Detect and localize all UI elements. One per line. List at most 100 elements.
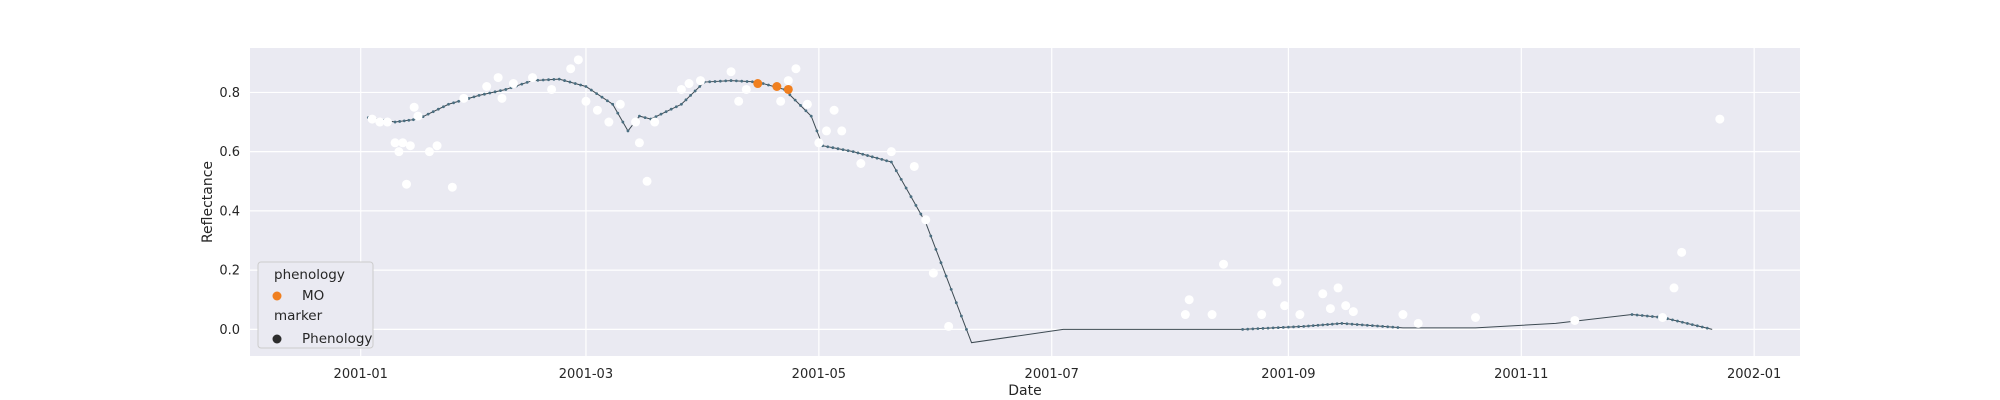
smoothed-point (1256, 327, 1260, 331)
smoothed-point (799, 104, 802, 107)
legend-label-phenology: Phenology (302, 331, 372, 347)
smoothed-point (880, 158, 884, 161)
smoothed-point (698, 85, 702, 88)
observation-point (909, 161, 919, 171)
smoothed-point (904, 186, 908, 190)
legend-marker-mo (272, 291, 282, 301)
legend-label-mo: MO (302, 288, 324, 304)
observation-point (1295, 310, 1305, 320)
smoothed-point (846, 149, 850, 153)
smoothed-point (1690, 323, 1694, 327)
smoothed-point (457, 99, 461, 103)
observation-point (581, 96, 591, 106)
smoothed-point (841, 148, 845, 152)
smoothed-point (520, 82, 524, 86)
grid (250, 48, 1800, 356)
smoothed-point (1705, 326, 1709, 330)
observation-point (573, 55, 583, 65)
smoothed-point (767, 83, 770, 87)
smoothed-point (447, 102, 450, 106)
observation-point (1257, 310, 1267, 320)
smoothed-point (436, 107, 440, 111)
smoothed-point (536, 78, 540, 82)
y-tick-label: 0.6 (219, 145, 240, 160)
observation-point (676, 84, 686, 94)
x-tick-label: 2001-09 (1261, 367, 1315, 382)
observation-point (642, 176, 652, 186)
observation-point (684, 79, 694, 89)
smoothed-point (724, 79, 728, 83)
observation-point (802, 99, 812, 109)
smoothed-point (1645, 314, 1649, 318)
x-tick-label: 2002-01 (1727, 367, 1781, 382)
legend-marker-phenology (272, 334, 282, 344)
smoothed-point (1676, 319, 1679, 323)
x-tick-labels: 2001-01 2001-03 2001-05 2001-07 2001-09 2001-… (334, 367, 1782, 382)
observation-point (432, 141, 442, 151)
observation-point (783, 76, 793, 86)
observation-point (390, 138, 400, 148)
smoothed-point (870, 155, 874, 159)
smoothed-point (693, 89, 697, 93)
smoothed-point (875, 156, 879, 160)
smoothed-point (894, 169, 898, 173)
smoothed-point (1335, 322, 1339, 326)
smoothed-point (1287, 325, 1290, 329)
smoothed-point (1650, 315, 1654, 318)
observation-point (547, 84, 557, 94)
observation-point (1207, 310, 1217, 320)
legend: phenology MO marker Phenology (257, 261, 374, 349)
smoothed-point (729, 79, 733, 82)
x-tick-label: 2001-05 (792, 367, 846, 382)
observation-point (528, 73, 538, 83)
smoothed-point (861, 152, 865, 156)
observation-point (615, 99, 625, 109)
smoothed-point (740, 79, 744, 83)
smoothed-point (398, 120, 402, 123)
observation-point (726, 67, 736, 77)
observation-point (367, 114, 377, 124)
smoothed-point (669, 107, 673, 111)
smoothed-point (959, 314, 963, 318)
smoothed-point (1630, 313, 1634, 316)
smoothed-point (944, 274, 948, 278)
smoothed-point (866, 154, 869, 157)
smoothed-point (914, 203, 918, 207)
smoothed-point (1365, 323, 1369, 327)
smoothed-point (568, 80, 572, 84)
smoothed-point (1316, 323, 1320, 327)
observation-point (409, 102, 419, 112)
observation-point (1318, 289, 1328, 299)
observation-point (497, 93, 507, 103)
observation-point (837, 126, 847, 136)
observation-point (508, 79, 518, 89)
smoothed-point (1671, 318, 1674, 322)
observation-point (592, 105, 602, 115)
y-axis-label: Reflectance (200, 161, 216, 243)
smoothed-point (584, 85, 588, 88)
observation-point (1184, 295, 1194, 305)
smoothed-point (488, 91, 492, 95)
observation-point (856, 159, 866, 168)
smoothed-point (407, 118, 411, 122)
observation-point (776, 96, 786, 106)
observation-point (1325, 304, 1335, 314)
observation-point (1669, 283, 1679, 293)
observation-point (634, 138, 644, 148)
smoothed-point (1391, 325, 1395, 329)
smoothed-point (718, 79, 722, 83)
smoothed-point (1261, 326, 1265, 330)
observation-point (1341, 301, 1351, 311)
smoothed-point (1350, 322, 1354, 326)
observation-point (1398, 310, 1408, 320)
observation-point (1348, 307, 1358, 317)
y-tick-label: 0.0 (219, 323, 240, 338)
x-tick-label: 2001-03 (559, 367, 613, 382)
y-tick-labels: 0.0 0.2 0.4 0.6 0.8 (219, 86, 240, 338)
smoothed-point (1330, 322, 1334, 326)
observation-point (604, 117, 614, 127)
smoothed-point (621, 120, 625, 124)
smoothed-point (1371, 324, 1374, 328)
x-tick-label: 2001-11 (1494, 367, 1548, 382)
